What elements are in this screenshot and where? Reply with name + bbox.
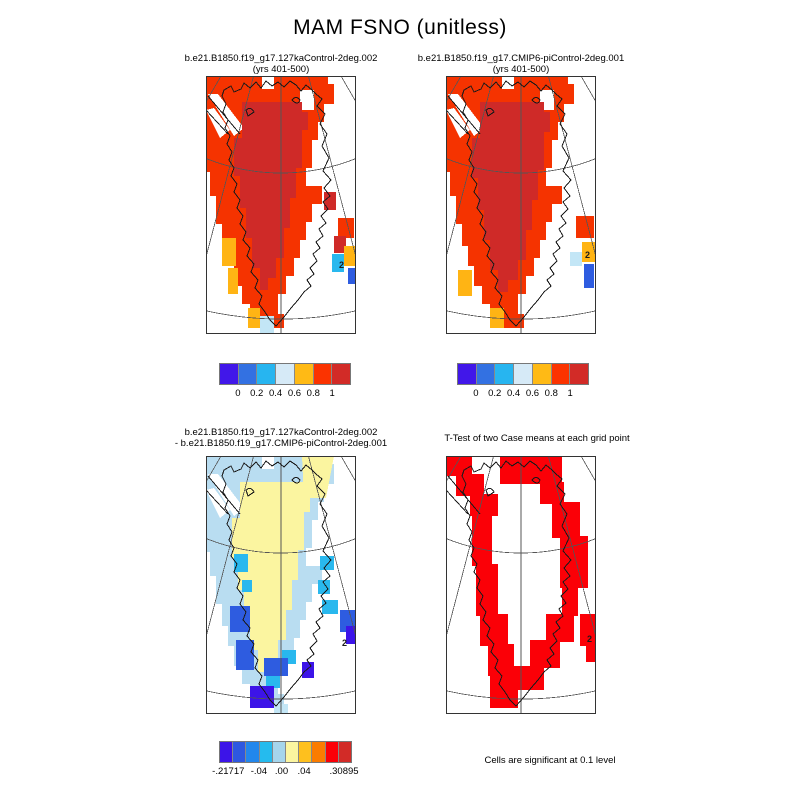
colorbar-box bbox=[476, 364, 496, 384]
colorbar-box bbox=[532, 364, 552, 384]
colorbar-tick: 0.8 bbox=[306, 388, 320, 399]
colorbar-tick: 0.6 bbox=[525, 388, 540, 399]
colorbar-box bbox=[570, 364, 589, 384]
panel-title-top-left: b.e21.B1850.f19_g17.127kaControl-2deg.00… bbox=[106, 53, 456, 75]
colorbar-tick: 0.4 bbox=[506, 388, 521, 399]
colorbar-box bbox=[259, 742, 273, 762]
colorbar-box bbox=[458, 364, 477, 384]
colorbar-box bbox=[338, 742, 352, 762]
map-bottom-right-ttest: 2 bbox=[446, 456, 596, 714]
significance-footnote: Cells are significant at 0.1 level bbox=[484, 755, 616, 766]
colorbar-box bbox=[276, 364, 295, 384]
colorbar-bottom-left: -.21717 -.04 .00 .04 .30895 bbox=[212, 741, 359, 781]
colorbar-box bbox=[220, 742, 234, 762]
colorbar-tick: 1 bbox=[329, 388, 335, 399]
page-title: MAM FSNO (unitless) bbox=[293, 16, 507, 39]
colorbar-box bbox=[238, 364, 258, 384]
colorbar-top-left: 0 0.2 0.4 0.6 0.8 1 bbox=[219, 363, 351, 403]
colorbar-tick: 0 bbox=[235, 388, 241, 399]
colorbar-box bbox=[551, 364, 571, 384]
colorbar-boxes bbox=[457, 363, 589, 385]
panel-title-bottom-right-line1: T-Test of two Case means at each grid po… bbox=[444, 433, 630, 444]
colorbar-tick-labels: 0 0.2 0.4 0.6 0.8 1 bbox=[219, 388, 351, 402]
contour-label-2: 2 bbox=[342, 638, 347, 648]
map-bottom-right-fills bbox=[446, 456, 596, 708]
panel-title-bottom-left-line2: - b.e21.B1850.f19_g17.CMIP6-piControl-2d… bbox=[174, 438, 388, 449]
colorbar-top-right: 0 0.2 0.4 0.6 0.8 1 bbox=[457, 363, 589, 403]
colorbar-box bbox=[312, 742, 326, 762]
colorbar-box bbox=[286, 742, 300, 762]
panel-title-top-left-line1: b.e21.B1850.f19_g17.127kaControl-2deg.00… bbox=[184, 53, 378, 64]
colorbar-box bbox=[299, 742, 313, 762]
colorbar-box bbox=[495, 364, 515, 384]
colorbar-tick: -.04 bbox=[250, 766, 268, 777]
colorbar-tick: .30895 bbox=[329, 766, 359, 777]
panel-title-bottom-left: b.e21.B1850.f19_g17.127kaControl-2deg.00… bbox=[106, 427, 456, 449]
colorbar-box bbox=[332, 364, 351, 384]
panel-title-bottom-right: T-Test of two Case means at each grid po… bbox=[362, 433, 712, 444]
colorbar-box bbox=[272, 742, 287, 762]
panel-title-top-right-line2: (yrs 401-500) bbox=[492, 64, 550, 75]
colorbar-boxes bbox=[219, 741, 352, 763]
panel-title-top-right-line1: b.e21.B1850.f19_g17.CMIP6-piControl-2deg… bbox=[417, 53, 625, 64]
colorbar-box bbox=[246, 742, 260, 762]
contour-label-2: 2 bbox=[587, 634, 592, 644]
colorbar-box bbox=[514, 364, 533, 384]
colorbar-tick: -.21717 bbox=[212, 766, 245, 777]
colorbar-tick-labels: 0 0.2 0.4 0.6 0.8 1 bbox=[457, 388, 589, 402]
contour-label-2: 2 bbox=[339, 260, 344, 270]
map-top-left-127ka-control: 2 bbox=[206, 76, 356, 334]
colorbar-tick: 0.2 bbox=[488, 388, 502, 399]
map-bottom-left-fills bbox=[206, 456, 356, 713]
colorbar-box bbox=[294, 364, 314, 384]
colorbar-tick: 0.4 bbox=[268, 388, 283, 399]
colorbar-tick: .04 bbox=[297, 766, 311, 777]
panel-title-bottom-left-line1: b.e21.B1850.f19_g17.127kaControl-2deg.00… bbox=[184, 427, 378, 438]
colorbar-box bbox=[233, 742, 247, 762]
panel-title-top-left-line2: (yrs 401-500) bbox=[252, 64, 310, 75]
colorbar-box bbox=[313, 364, 333, 384]
map-bottom-left-difference: 2 bbox=[206, 456, 356, 714]
colorbar-box bbox=[325, 742, 339, 762]
colorbar-tick-labels: -.21717 -.04 .00 .04 .30895 bbox=[212, 766, 358, 780]
map-top-right-piControl: 2 bbox=[446, 76, 596, 334]
colorbar-tick: 0.8 bbox=[544, 388, 558, 399]
colorbar-tick: 0 bbox=[473, 388, 479, 399]
contour-label-2: 2 bbox=[585, 250, 590, 260]
colorbar-tick: .00 bbox=[274, 766, 289, 777]
colorbar-tick: 0.2 bbox=[250, 388, 264, 399]
colorbar-tick: 0.6 bbox=[287, 388, 302, 399]
colorbar-tick: 1 bbox=[567, 388, 573, 399]
colorbar-boxes bbox=[219, 363, 351, 385]
panel-title-top-right: b.e21.B1850.f19_g17.CMIP6-piControl-2deg… bbox=[346, 53, 696, 75]
colorbar-box bbox=[257, 364, 277, 384]
colorbar-box bbox=[220, 364, 239, 384]
